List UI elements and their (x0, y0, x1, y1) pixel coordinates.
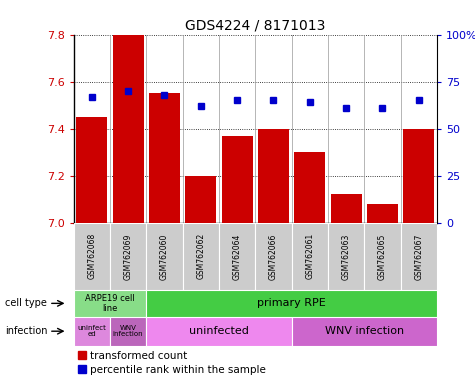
Bar (74, 317, 110, 346)
Text: GSM762063: GSM762063 (342, 233, 351, 280)
Bar (331, 195, 361, 223)
Text: GSM762068: GSM762068 (87, 233, 96, 280)
Bar (328, 223, 364, 290)
Bar (146, 223, 182, 290)
Text: GSM762065: GSM762065 (378, 233, 387, 280)
Bar (110, 317, 146, 346)
Bar (256, 223, 292, 290)
Text: primary RPE: primary RPE (257, 298, 326, 308)
Text: GSM762066: GSM762066 (269, 233, 278, 280)
Text: uninfected: uninfected (189, 326, 249, 336)
Legend: transformed count, percentile rank within the sample: transformed count, percentile rank withi… (79, 351, 266, 375)
Bar (403, 129, 434, 223)
Bar (110, 223, 146, 290)
Bar (76, 117, 107, 223)
Bar (149, 93, 180, 223)
Text: WNV
infection: WNV infection (113, 325, 143, 338)
Bar (292, 317, 437, 346)
Text: infection: infection (5, 326, 47, 336)
Bar (294, 152, 325, 223)
Bar (222, 136, 253, 223)
Bar (74, 223, 110, 290)
Text: WNV infection: WNV infection (325, 326, 404, 336)
Text: cell type: cell type (5, 298, 47, 308)
Text: GSM762060: GSM762060 (160, 233, 169, 280)
Bar (367, 204, 398, 223)
Bar (292, 223, 328, 290)
Text: GSM762061: GSM762061 (305, 233, 314, 280)
Bar (185, 176, 216, 223)
Bar (113, 35, 143, 223)
Bar (74, 290, 146, 317)
Text: GSM762064: GSM762064 (233, 233, 242, 280)
Text: ARPE19 cell
line: ARPE19 cell line (85, 294, 135, 313)
Bar (146, 317, 292, 346)
Bar (364, 223, 400, 290)
Bar (400, 223, 437, 290)
Bar (146, 290, 437, 317)
Title: GDS4224 / 8171013: GDS4224 / 8171013 (185, 18, 325, 32)
Text: GSM762069: GSM762069 (124, 233, 133, 280)
Bar (258, 129, 289, 223)
Text: GSM762067: GSM762067 (414, 233, 423, 280)
Bar (219, 223, 256, 290)
Text: GSM762062: GSM762062 (196, 233, 205, 280)
Text: uninfect
ed: uninfect ed (77, 325, 106, 338)
Bar (182, 223, 219, 290)
